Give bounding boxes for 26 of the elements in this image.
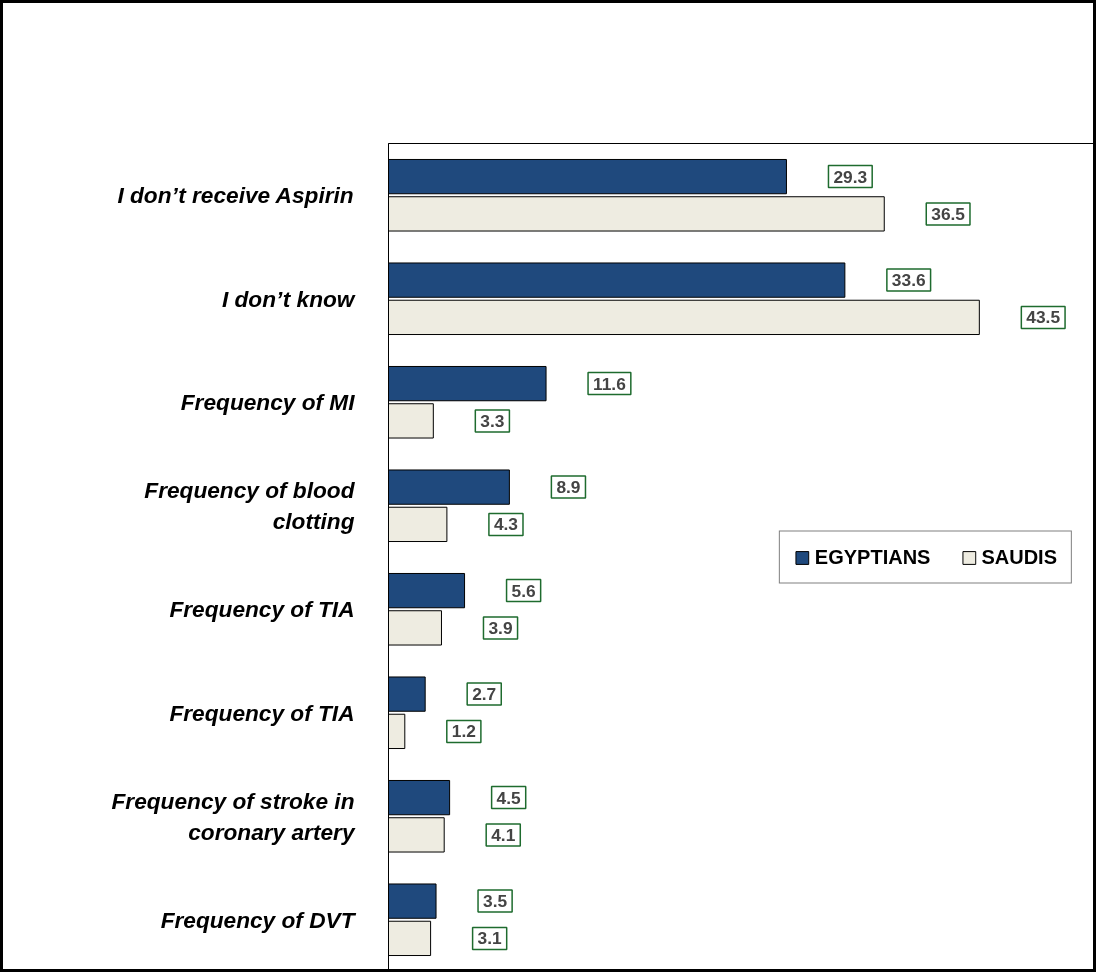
data-label: 4.5 — [496, 787, 522, 808]
data-label: 36.5 — [931, 203, 966, 224]
data-label: 3.5 — [483, 891, 508, 912]
data-label: 3.3 — [480, 410, 505, 431]
legend-label: EGYPTIANS — [814, 545, 931, 569]
y-tick-label: Frequency of TIA — [169, 596, 355, 623]
data-label: 5.6 — [511, 580, 537, 601]
legend-label: SAUDIS — [981, 545, 1057, 569]
y-tick-label: Frequency of MI — [180, 389, 356, 416]
data-label: 29.3 — [833, 166, 868, 187]
data-label: 4.3 — [493, 514, 519, 535]
data-label: 3.1 — [477, 928, 503, 949]
y-tick-label: Frequency of DVT — [160, 906, 357, 933]
data-label: 2.7 — [472, 684, 497, 705]
data-label: 1.2 — [451, 721, 476, 742]
data-label: 8.9 — [556, 477, 581, 498]
y-tick-label: Frequency of TIA — [169, 699, 355, 726]
data-label: 11.6 — [593, 373, 627, 394]
y-tick-label: I don’t know — [221, 285, 356, 312]
data-label: 4.1 — [491, 824, 516, 845]
data-label: 3.9 — [488, 617, 513, 638]
y-tick-label: I don’t receive Aspirin — [117, 182, 354, 209]
data-label: 43.5 — [1026, 307, 1061, 328]
y-tick-label: Frequency of stroke in coronary artery — [111, 787, 356, 845]
data-label: 33.6 — [891, 270, 926, 291]
y-tick-label: Frequency of blood clotting — [144, 477, 356, 535]
